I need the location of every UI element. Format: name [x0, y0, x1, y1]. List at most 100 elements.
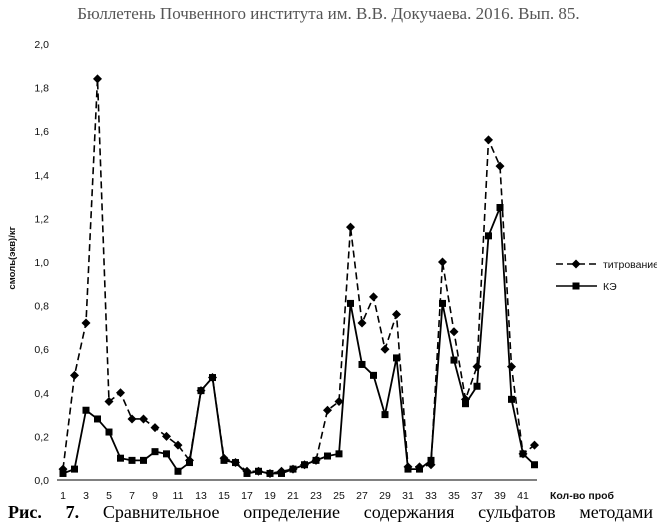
- series-line: [62, 78, 535, 475]
- data-point-square: [105, 428, 113, 436]
- data-point-square: [416, 465, 423, 473]
- legend-marker-titration: [571, 259, 581, 269]
- x-tick-labels: 1 3 5 7 9 11 13 15 17 19 21 23 25 27 29 31 33 35 37 39 41: [60, 490, 529, 500]
- data-point-square: [243, 469, 251, 477]
- figure-caption: Рис. 7. Сравнительное определение содерж…: [8, 502, 653, 528]
- y-tick-label: 1,0: [34, 257, 49, 269]
- x-tick-label: 5: [106, 490, 112, 500]
- data-point-square: [519, 450, 527, 458]
- data-point-square: [427, 456, 435, 464]
- x-axis-label: Кол-во проб: [550, 490, 615, 500]
- data-point-square: [531, 461, 538, 469]
- data-point-square: [370, 371, 377, 379]
- data-point-diamond: [484, 135, 493, 145]
- data-point-square: [381, 411, 389, 419]
- data-point-square: [301, 461, 308, 469]
- legend-label-titration: титрование: [603, 259, 657, 271]
- legend-item-ke: КЭ: [556, 281, 617, 293]
- legend-marker-ke: [572, 282, 580, 290]
- data-point-square: [347, 299, 354, 307]
- data-point-square: [485, 232, 492, 240]
- figure-caption-text: Сравнительное определение содержания сул…: [102, 502, 653, 522]
- legend-label-ke: КЭ: [603, 281, 617, 293]
- data-point-square: [220, 456, 228, 464]
- data-point-diamond: [346, 222, 355, 232]
- x-tick-label: 29: [379, 490, 391, 500]
- data-point-diamond: [392, 309, 401, 319]
- x-tick-label: 1: [60, 490, 66, 500]
- data-point-square: [174, 467, 182, 475]
- gridlines: [57, 43, 537, 437]
- x-tick-label: 41: [517, 490, 529, 500]
- x-tick-label: 3: [83, 490, 89, 500]
- series-ke: [59, 204, 538, 477]
- x-tick-label: 33: [425, 490, 437, 500]
- data-point-diamond: [495, 161, 505, 171]
- data-point-square: [393, 354, 400, 362]
- data-point-square: [151, 448, 159, 456]
- x-tick-label: 23: [310, 490, 322, 500]
- data-point-diamond: [150, 423, 160, 433]
- series-layer: [58, 74, 539, 478]
- data-point-diamond: [162, 431, 171, 441]
- data-point-diamond: [173, 440, 183, 450]
- x-tick-label: 27: [356, 490, 368, 500]
- data-point-square: [117, 454, 124, 462]
- data-point-square: [71, 465, 78, 473]
- data-point-square: [289, 465, 297, 473]
- data-point-square: [94, 415, 101, 423]
- x-tick-label: 7: [129, 490, 135, 500]
- data-point-square: [209, 374, 216, 382]
- data-point-square: [128, 456, 136, 464]
- data-point-square: [335, 450, 343, 458]
- journal-header: Бюллетень Почвенного института им. В.В. …: [77, 4, 580, 23]
- data-point-diamond: [334, 397, 344, 407]
- data-point-diamond: [116, 388, 125, 398]
- x-tick-label: 19: [264, 490, 276, 500]
- y-tick-label: 2,0: [34, 39, 49, 51]
- data-point-square: [278, 469, 285, 477]
- y-tick-label: 0,2: [34, 431, 49, 443]
- data-point-diamond: [93, 74, 102, 84]
- data-point-square: [358, 360, 366, 368]
- data-point-diamond: [369, 292, 378, 302]
- data-point-diamond: [357, 318, 367, 328]
- x-tick-label: 17: [241, 490, 253, 500]
- y-axis-label: смоль(экв)/кг: [7, 226, 18, 289]
- data-point-diamond: [323, 405, 332, 415]
- data-point-diamond: [127, 414, 137, 424]
- x-tick-label: 9: [152, 490, 158, 500]
- x-tick-label: 21: [287, 490, 299, 500]
- x-tick-label: 13: [195, 490, 207, 500]
- data-point-diamond: [139, 414, 148, 424]
- data-point-square: [496, 204, 504, 211]
- legend-item-titration: титрование: [556, 259, 657, 271]
- figure-label: Рис. 7.: [8, 502, 80, 522]
- x-tick-label: 35: [448, 490, 460, 500]
- data-point-square: [232, 459, 239, 467]
- data-point-square: [439, 299, 446, 307]
- data-point-square: [324, 452, 331, 460]
- data-point-square: [255, 467, 262, 475]
- data-point-diamond: [472, 362, 482, 372]
- data-point-diamond: [438, 257, 447, 267]
- data-point-diamond: [104, 397, 114, 407]
- y-tick-labels: 0,0 0,2 0,4 0,6 0,8 1,0 1,2 1,4 1,6 1,8 2,0: [34, 39, 49, 487]
- x-tick-label: 11: [173, 490, 184, 500]
- series-titration: [58, 74, 539, 478]
- x-tick-label: 37: [471, 490, 483, 500]
- data-point-square: [312, 456, 320, 464]
- y-tick-label: 0,0: [34, 475, 49, 487]
- data-point-diamond: [530, 440, 539, 450]
- x-tick-label: 25: [333, 490, 345, 500]
- data-point-square: [404, 465, 412, 473]
- data-point-diamond: [81, 318, 91, 328]
- y-tick-label: 0,4: [34, 388, 49, 400]
- y-tick-label: 0,6: [34, 344, 49, 356]
- data-point-square: [473, 382, 481, 390]
- y-tick-label: 1,8: [34, 83, 49, 95]
- data-point-square: [197, 387, 205, 395]
- data-point-diamond: [70, 370, 79, 380]
- x-tick-label: 31: [402, 490, 414, 500]
